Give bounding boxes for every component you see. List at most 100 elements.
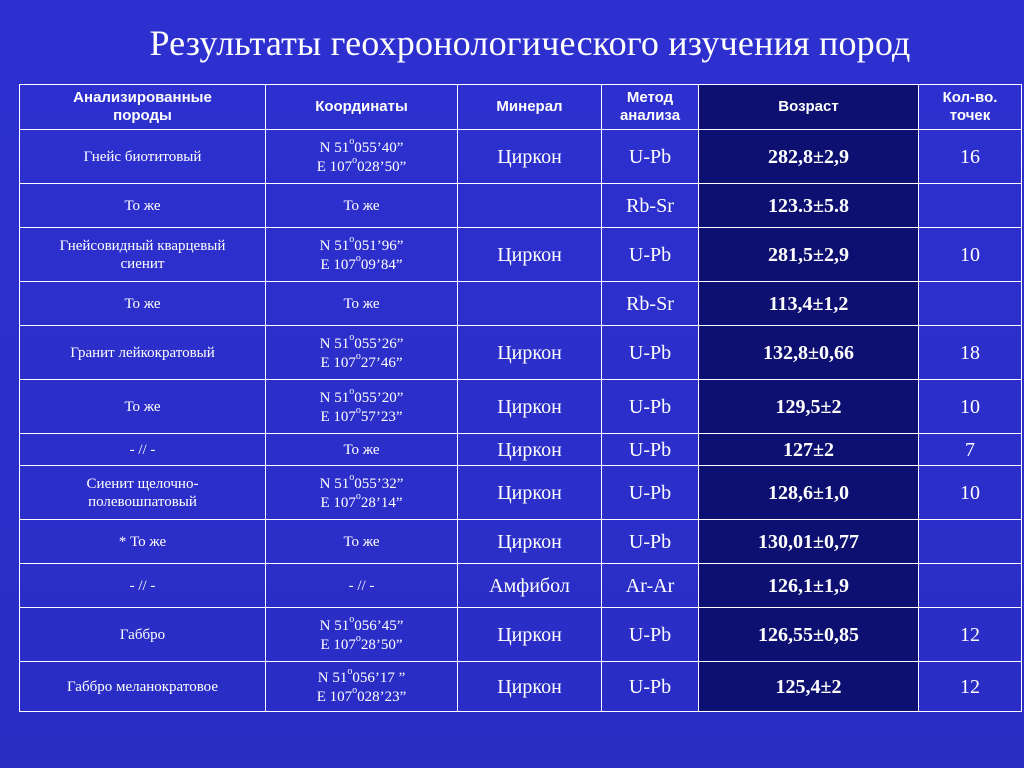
cell-mineral: Циркон [457, 433, 602, 466]
cell-coordinates: N 51о055’20” E 107о57’23” [265, 379, 458, 434]
table-row: Габбро меланократовое N 51о056’17 ” E 107 о… [19, 661, 1022, 712]
cell-method: Rb-Sr [601, 183, 699, 228]
coordinate-part: 28’50” [360, 636, 403, 653]
degree-mark: о [347, 665, 353, 677]
coordinate-part: То же [343, 533, 380, 550]
degree-mark: о [355, 404, 361, 416]
rock-line: - // - [129, 577, 156, 594]
cell-rock: Гнейс биотитовый [19, 129, 266, 184]
header-method-line1: Метод [626, 89, 674, 106]
coordinate-part: 028’23” [357, 688, 407, 705]
cell-count: 16 [918, 129, 1022, 184]
coordinate-part: - // - [348, 577, 375, 594]
coordinate-part: 056’45” [354, 617, 404, 634]
degree-mark: о [355, 632, 361, 644]
rock-line: * То же [118, 533, 167, 550]
coordinate-line: То же [270, 533, 453, 551]
table-row: Габбро N 51о056’45” E 107о28’50” Циркон U-Pb… [19, 607, 1022, 662]
coordinate-part: N 51 [317, 669, 348, 686]
coordinate-part: 27’46” [360, 354, 403, 371]
cell-count [918, 183, 1022, 228]
rock-line: Габбро [119, 626, 166, 643]
coordinate-part: E 107 [320, 408, 356, 425]
cell-count: 10 [918, 227, 1022, 282]
cell-coordinates: N 51о055’32” E 107о28’14” [265, 465, 458, 520]
cell-mineral: Циркон [457, 379, 602, 434]
cell-rock: Габбро меланократовое [19, 661, 266, 712]
table-row: Гнейсовидный кварцевый сиенит N 51о051’96”… [19, 227, 1022, 282]
coordinate-part: E 107 [320, 494, 356, 511]
cell-rock: - // - [19, 563, 266, 608]
degree-mark: о [355, 490, 361, 502]
header-rock-line1: Анализированные [73, 89, 212, 106]
cell-age: 126,1±1,9 [698, 563, 919, 608]
coordinate-part: E 107 [316, 688, 353, 705]
coordinate-part: N 51 [319, 237, 350, 254]
coordinate-line: - // - [270, 577, 453, 595]
table-row: То же То же Rb-Sr 113,4±1,2 [19, 281, 1022, 326]
coordinate-part: То же [343, 295, 380, 312]
cell-coordinates: То же [265, 433, 458, 466]
degree-mark: о [355, 252, 361, 264]
cell-rock: * То же [19, 519, 266, 564]
coordinate-part: 056’17 ” [352, 669, 406, 686]
header-age: Возраст [698, 84, 919, 130]
cell-coordinates: То же [265, 519, 458, 564]
coordinate-line: N 51о055’20” [270, 385, 453, 407]
rock-line: То же [124, 197, 161, 214]
table-header-row: Анализированные породы Координаты Минера… [19, 84, 1022, 130]
coordinate-line: N 51о055’26” [270, 331, 453, 353]
degree-mark: о [349, 613, 355, 625]
cell-age: 128,6±1,0 [698, 465, 919, 520]
degree-mark: о [355, 350, 361, 362]
rock-line: Гнейс биотитовый [83, 148, 202, 165]
coordinate-part: E 107 [320, 354, 356, 371]
degree-mark: о [349, 331, 355, 343]
cell-age: 127±2 [698, 433, 919, 466]
cell-rock: Габбро [19, 607, 266, 662]
cell-coordinates: То же [265, 183, 458, 228]
cell-method: U-Pb [601, 607, 699, 662]
coordinate-part: 57’23” [360, 408, 403, 425]
cell-age: 281,5±2,9 [698, 227, 919, 282]
header-coord: Координаты [265, 84, 458, 130]
rock-line: - // - [129, 441, 156, 458]
coordinate-line: N 51о055’32” [270, 472, 453, 493]
coordinate-part: 028’50” [357, 158, 407, 175]
cell-coordinates: N 51о056’17 ” E 107 о 028’23” [265, 661, 458, 712]
cell-age: 282,8±2,9 [698, 129, 919, 184]
header-count: Кол-во. точек [918, 84, 1022, 130]
coordinate-part: 055’20” [354, 389, 404, 406]
degree-mark: о [349, 385, 355, 397]
coordinate-part: 055’40” [354, 139, 404, 156]
coordinate-part: То же [343, 197, 380, 214]
header-method-line2: анализа [619, 107, 681, 124]
cell-count: 18 [918, 325, 1022, 380]
table-row: Сиенит щелочно-полевошпатовый N 51о055’32… [19, 465, 1022, 520]
rock-line: сиенит [120, 255, 165, 272]
cell-method: U-Pb [601, 519, 699, 564]
coordinate-line: N 51о056’17 ” [270, 665, 453, 687]
cell-method: U-Pb [601, 325, 699, 380]
cell-count: 10 [918, 465, 1022, 520]
coordinate-part: N 51 [319, 335, 350, 352]
coordinate-line: N 51о051’96” [270, 233, 453, 255]
cell-rock: - // - [19, 433, 266, 466]
cell-method: U-Pb [601, 465, 699, 520]
coordinate-part: N 51 [319, 475, 350, 492]
cell-method: Rb-Sr [601, 281, 699, 326]
coordinate-line: E 107о28’50” [270, 632, 453, 654]
coordinate-part: 055’32” [354, 475, 404, 492]
cell-rock: То же [19, 183, 266, 228]
cell-coordinates: N 51о055’26” E 107о27’46” [265, 325, 458, 380]
cell-count: 12 [918, 661, 1022, 712]
degree-mark: о [352, 154, 358, 166]
rock-line: То же [124, 295, 161, 312]
rock-line: полевошпатовый [88, 493, 197, 510]
cell-age: 123.3±5.8 [698, 183, 919, 228]
cell-age: 130,01±0,77 [698, 519, 919, 564]
degree-mark: о [349, 233, 355, 245]
header-mineral: Минерал [457, 84, 602, 130]
table-row: Гранит лейкократовый N 51о055’26” E 107о27… [19, 325, 1022, 380]
table-row: - // - То же Циркон U-Pb 127±2 7 [19, 433, 1022, 466]
